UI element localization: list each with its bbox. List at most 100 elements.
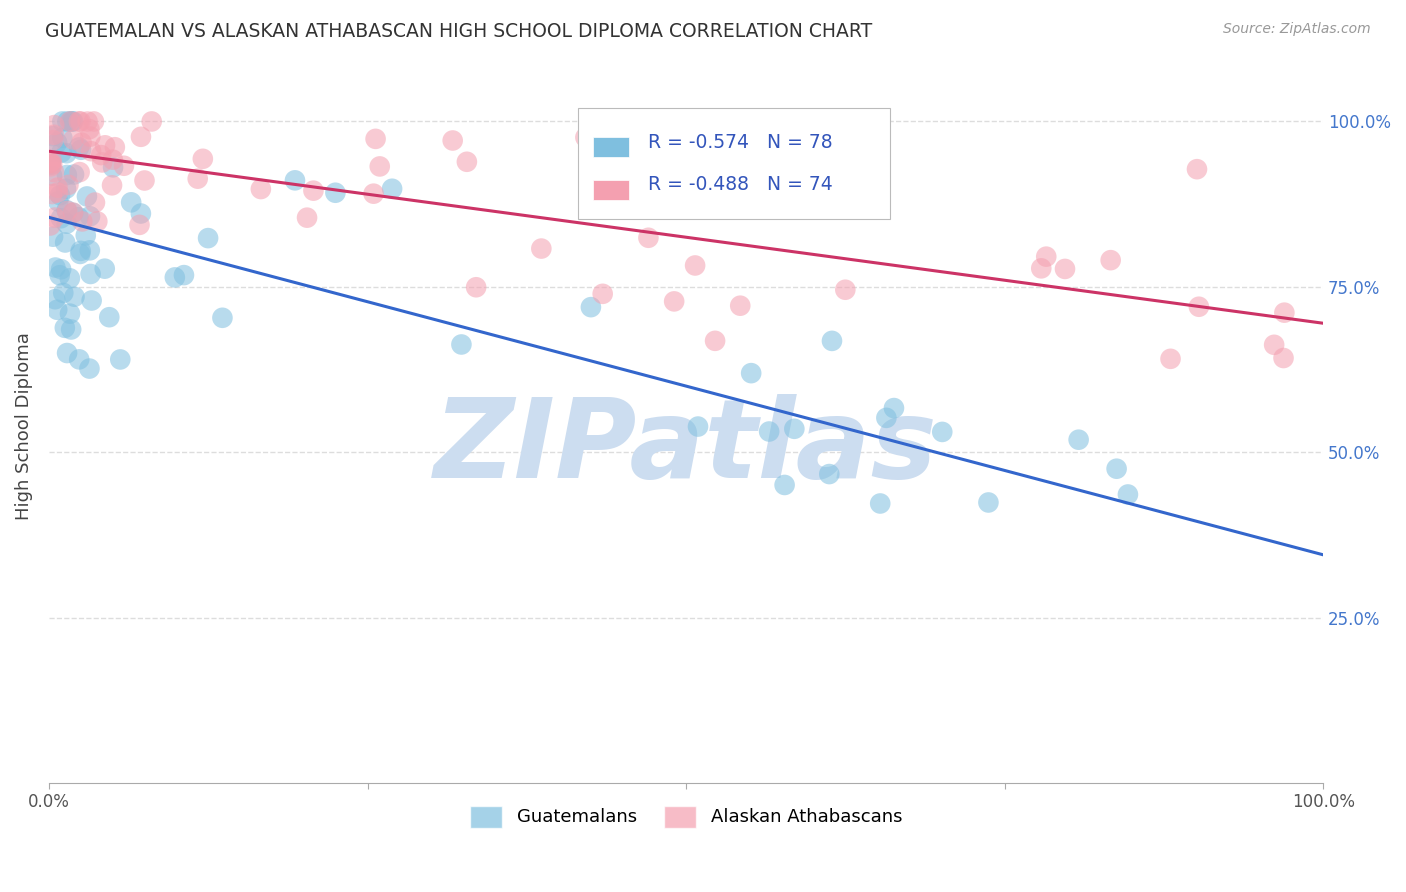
Text: R = -0.574   N = 78: R = -0.574 N = 78 (648, 133, 832, 152)
Point (44, 118, 66, 132)
Point (129, 206, 152, 220)
Point (1099, 253, 1122, 268)
Point (579, 300, 602, 314)
Point (704, 334, 727, 348)
Point (530, 242, 553, 256)
Point (128, 218, 150, 232)
Point (46, 180, 69, 194)
Point (101, 153, 124, 167)
Point (86, 214, 108, 228)
Point (59, 114, 82, 128)
Point (58, 178, 80, 192)
Point (42, 165, 65, 179)
Point (1105, 461, 1128, 475)
Point (1263, 338, 1285, 352)
Point (46, 136, 69, 150)
Point (60, 322, 83, 336)
Point (93, 261, 115, 276)
Point (59, 114, 82, 128)
Text: R = -0.488   N = 74: R = -0.488 N = 74 (648, 176, 832, 194)
Point (141, 114, 163, 128)
Point (80, 144, 103, 158)
Point (70, 143, 93, 157)
Point (41, 187, 63, 202)
Legend: Guatemalans, Alaskan Athabascans: Guatemalans, Alaskan Athabascans (463, 798, 910, 835)
Point (90, 148, 112, 162)
Point (441, 134, 464, 148)
Point (187, 171, 209, 186)
Point (76, 189, 98, 203)
Point (62, 132, 84, 146)
Point (1116, 487, 1139, 501)
Point (69, 247, 91, 261)
Point (39, 159, 62, 173)
Point (42, 229, 65, 244)
Point (56, 168, 79, 182)
Point (368, 160, 391, 174)
Point (55, 146, 77, 161)
Point (79, 122, 101, 136)
Point (1274, 306, 1296, 320)
Point (51, 131, 73, 145)
Point (637, 231, 659, 245)
Point (1053, 261, 1076, 276)
Point (728, 299, 751, 313)
Point (42, 128, 65, 142)
Point (683, 259, 706, 273)
Point (869, 496, 891, 510)
Point (662, 294, 685, 309)
Point (44, 211, 66, 225)
Point (1035, 250, 1057, 264)
Point (112, 159, 135, 173)
Point (84, 195, 107, 210)
Text: GUATEMALAN VS ALASKAN ATHABASCAN HIGH SCHOOL DIPLOMA CORRELATION CHART: GUATEMALAN VS ALASKAN ATHABASCAN HIGH SC… (45, 22, 872, 41)
Point (364, 132, 387, 146)
Point (284, 173, 307, 187)
Point (465, 280, 488, 294)
Point (302, 184, 325, 198)
Point (60, 114, 83, 128)
Point (42, 129, 65, 144)
Point (592, 286, 614, 301)
Point (59, 271, 82, 285)
Point (42, 133, 65, 147)
Point (381, 182, 404, 196)
Y-axis label: High School Diploma: High School Diploma (15, 332, 32, 520)
Point (67, 140, 90, 154)
Point (658, 189, 681, 203)
Point (44, 292, 66, 306)
Point (821, 334, 844, 348)
Point (49, 262, 72, 277)
Point (76, 114, 98, 128)
Point (129, 129, 152, 144)
Point (56, 346, 79, 360)
Point (67, 114, 90, 128)
Point (818, 467, 841, 481)
Point (44, 260, 66, 275)
Point (62, 114, 84, 128)
Point (79, 209, 101, 223)
Point (69, 165, 91, 179)
Point (363, 186, 385, 201)
Point (1160, 351, 1182, 366)
Point (456, 154, 478, 169)
Point (325, 186, 347, 200)
Point (62, 206, 84, 220)
Point (740, 366, 762, 380)
Point (1067, 433, 1090, 447)
Point (773, 478, 796, 492)
Point (69, 114, 91, 128)
Point (63, 168, 86, 182)
Point (101, 161, 124, 175)
Point (101, 178, 124, 193)
Point (39, 155, 62, 169)
Point (70, 136, 93, 150)
Point (46, 194, 69, 209)
Point (1185, 162, 1208, 177)
Point (53, 321, 76, 335)
Point (79, 267, 101, 281)
Point (59, 307, 82, 321)
Point (51, 145, 73, 160)
Point (79, 244, 101, 258)
Point (48, 268, 70, 283)
